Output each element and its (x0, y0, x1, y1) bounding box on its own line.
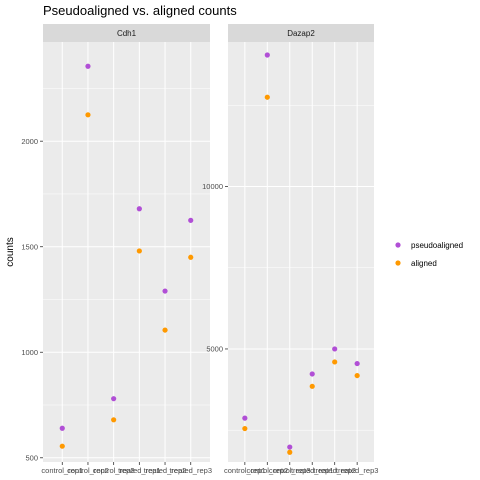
x-tick-label: control_rep1 (224, 466, 266, 475)
point-aligned (309, 383, 315, 389)
y-tick-label: 500 (25, 453, 38, 462)
point-pseudoaligned (162, 288, 168, 294)
x-tick-label: treated_rep2 (144, 466, 187, 475)
point-aligned (188, 254, 194, 260)
point-aligned (287, 449, 293, 455)
x-tick-label: control_rep2 (246, 466, 288, 475)
point-aligned (162, 327, 168, 333)
point-aligned (59, 443, 65, 449)
x-tick-label: control_rep1 (41, 466, 83, 475)
panel-strip-label: Dazap2 (287, 29, 315, 38)
y-axis-title: counts (5, 237, 16, 266)
point-pseudoaligned (111, 396, 117, 402)
point-pseudoaligned (59, 425, 65, 431)
legend-label-aligned: aligned (411, 259, 437, 268)
point-pseudoaligned (354, 360, 360, 367)
point-pseudoaligned (242, 415, 248, 421)
x-tick-label: treated_rep1 (291, 466, 334, 475)
point-aligned (242, 425, 248, 432)
y-tick-label: 1000 (21, 348, 38, 357)
x-tick-label: control_rep3 (93, 466, 135, 475)
point-pseudoaligned (309, 371, 315, 377)
chart-title: Pseudoaligned vs. aligned counts (43, 3, 237, 18)
point-aligned (354, 372, 360, 379)
legend-key-aligned (395, 260, 401, 266)
legend-key-pseudoaligned (395, 242, 401, 248)
legend-label-pseudoaligned: pseudoaligned (411, 241, 463, 250)
x-tick-label: treated_rep3 (169, 466, 212, 475)
y-tick-label: 2000 (21, 137, 38, 146)
point-pseudoaligned (332, 346, 338, 352)
panel-dazap2: Dazap2 5000 10000 control_rep1control_rep2… (202, 24, 378, 475)
y-tick-label: 1500 (21, 242, 38, 251)
legend: pseudoaligned aligned (395, 241, 463, 268)
point-pseudoaligned (85, 63, 91, 69)
point-aligned (85, 112, 91, 118)
point-aligned (136, 248, 142, 254)
panel-background (43, 42, 210, 462)
x-tick-label: treated_rep3 (336, 466, 379, 475)
x-tick-label: control_rep3 (269, 466, 311, 475)
panel-strip (43, 24, 210, 42)
y-tick-label: 5000 (206, 345, 223, 354)
y-tick-label: 10000 (202, 182, 223, 191)
x-tick-label: treated_rep1 (118, 466, 161, 475)
x-tick-label: treated_rep2 (313, 466, 356, 475)
point-aligned (332, 359, 338, 365)
panel-cdh1: Cdh1 500100015002000control_rep1control_… (21, 24, 212, 475)
x-tick-label: control_rep2 (67, 466, 109, 475)
panel-strip (228, 24, 374, 42)
panel-strip-label: Cdh1 (117, 29, 137, 38)
point-pseudoaligned (287, 444, 293, 450)
point-pseudoaligned (136, 206, 142, 212)
panel-background (228, 42, 374, 462)
point-aligned (264, 94, 270, 100)
point-pseudoaligned (188, 217, 194, 223)
point-aligned (111, 417, 117, 423)
point-pseudoaligned (264, 52, 270, 58)
